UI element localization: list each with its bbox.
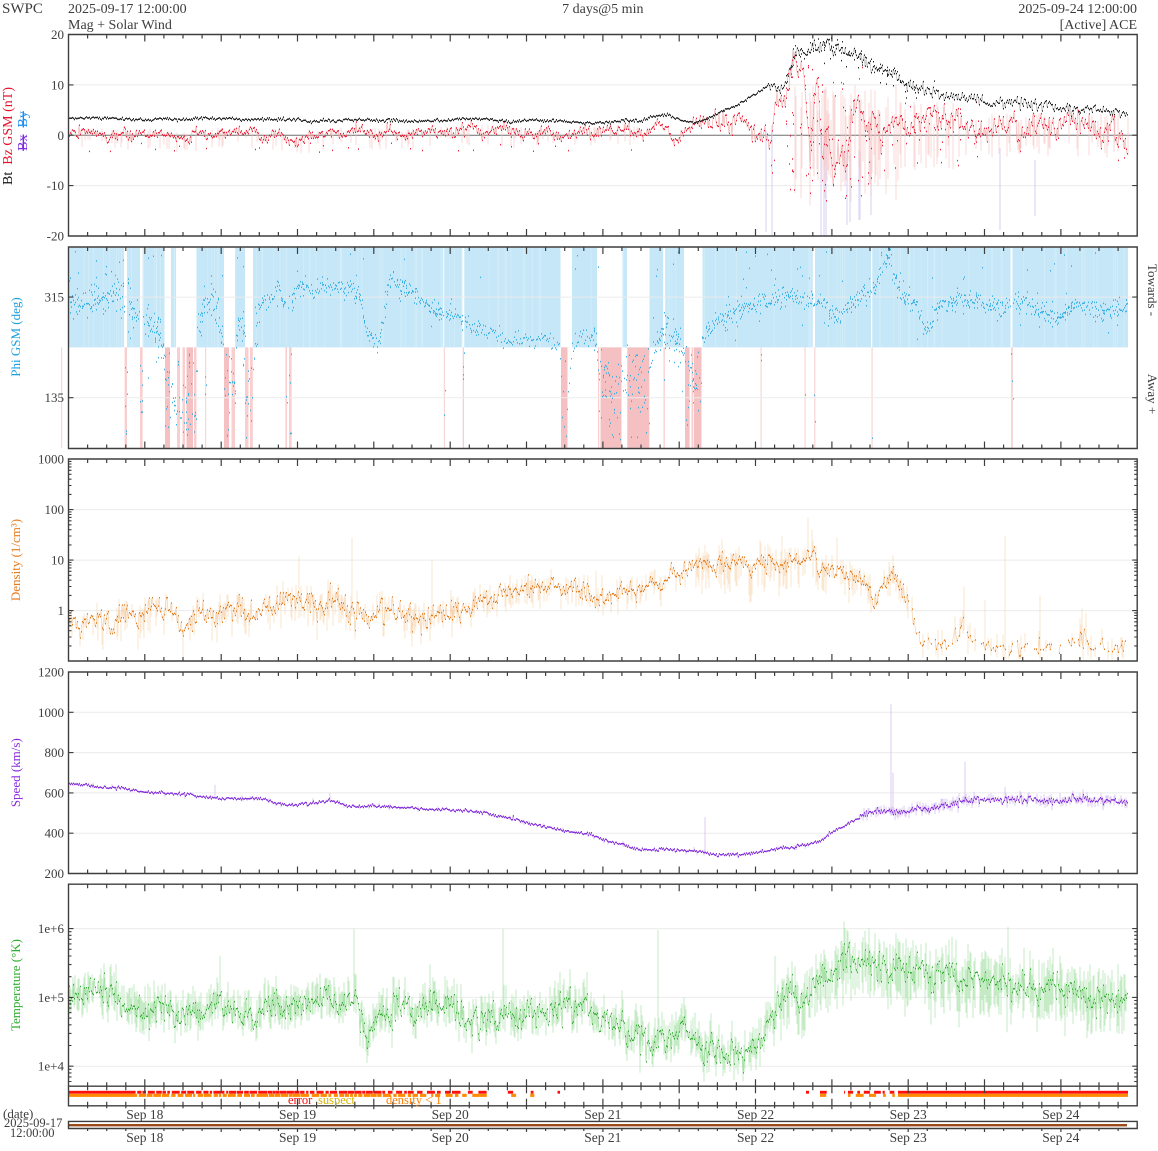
svg-text:135: 135 <box>45 390 65 405</box>
svg-text:[Active] ACE: [Active] ACE <box>1060 18 1137 33</box>
svg-text:2025-09-17: 2025-09-17 <box>4 1116 62 1130</box>
svg-text:2025-09-17 12:00:00: 2025-09-17 12:00:00 <box>68 2 187 17</box>
svg-text:suspect: suspect <box>318 1093 355 1107</box>
svg-text:400: 400 <box>45 826 65 841</box>
svg-text:Sep 19: Sep 19 <box>279 1130 316 1145</box>
svg-text:error: error <box>288 1093 313 1107</box>
svg-text:7 days@5 min: 7 days@5 min <box>562 2 643 17</box>
svg-text:2025-09-24 12:00:00: 2025-09-24 12:00:00 <box>1018 2 1137 17</box>
svg-text:100: 100 <box>45 502 65 517</box>
svg-text:Sep 24: Sep 24 <box>1042 1130 1079 1145</box>
svg-text:1e+4: 1e+4 <box>38 1059 65 1074</box>
svg-text:Sep 19: Sep 19 <box>279 1107 316 1122</box>
svg-text:Sep 21: Sep 21 <box>584 1130 621 1145</box>
svg-text:Sep 18: Sep 18 <box>126 1107 163 1122</box>
svg-text:12:00:00: 12:00:00 <box>10 1126 54 1140</box>
svg-text:Density (1/cm³): Density (1/cm³) <box>8 519 23 601</box>
svg-text:Sep 18: Sep 18 <box>126 1130 163 1145</box>
svg-text:Sep 20: Sep 20 <box>432 1130 469 1145</box>
svg-text:-20: -20 <box>47 229 64 244</box>
svg-text:Sep 20: Sep 20 <box>432 1107 469 1122</box>
svg-text:10: 10 <box>51 77 64 92</box>
svg-text:10: 10 <box>51 553 64 568</box>
svg-text:1e+6: 1e+6 <box>38 921 65 936</box>
svg-text:density < 1: density < 1 <box>386 1093 442 1107</box>
svg-text:1000: 1000 <box>38 705 64 720</box>
svg-text:Speed (km/s): Speed (km/s) <box>8 738 23 807</box>
svg-text:Temperature (°K): Temperature (°K) <box>8 939 23 1031</box>
svg-text:-10: -10 <box>47 178 64 193</box>
svg-text:1e+5: 1e+5 <box>38 990 64 1005</box>
svg-text:(date): (date) <box>3 1106 33 1121</box>
svg-text:Sep 23: Sep 23 <box>890 1130 927 1145</box>
svg-text:20: 20 <box>51 27 64 42</box>
svg-text:Sep 23: Sep 23 <box>890 1107 927 1122</box>
svg-text:Sep 22: Sep 22 <box>737 1107 774 1122</box>
svg-text:Mag + Solar Wind: Mag + Solar Wind <box>68 18 172 33</box>
svg-text:Towards -: Towards - <box>1145 264 1158 316</box>
svg-text:Bx By: Bx By <box>16 111 31 151</box>
svg-text:SWPC: SWPC <box>2 1 43 17</box>
svg-text:1200: 1200 <box>38 665 64 680</box>
svg-text:Phi GSM (deg): Phi GSM (deg) <box>8 297 23 376</box>
svg-text:800: 800 <box>45 745 65 760</box>
svg-text:0: 0 <box>58 128 65 143</box>
svg-text:Sep 24: Sep 24 <box>1042 1107 1079 1122</box>
svg-text:Bt Bz GSM (nT): Bt Bz GSM (nT) <box>1 87 16 185</box>
svg-text:Sep 21: Sep 21 <box>584 1107 621 1122</box>
svg-text:1: 1 <box>58 603 65 618</box>
svg-text:600: 600 <box>45 785 65 800</box>
svg-text:Away +: Away + <box>1145 374 1158 414</box>
svg-text:Sep 22: Sep 22 <box>737 1130 774 1145</box>
svg-text:1000: 1000 <box>38 452 64 467</box>
svg-text:315: 315 <box>45 290 65 305</box>
svg-text:200: 200 <box>45 866 65 881</box>
